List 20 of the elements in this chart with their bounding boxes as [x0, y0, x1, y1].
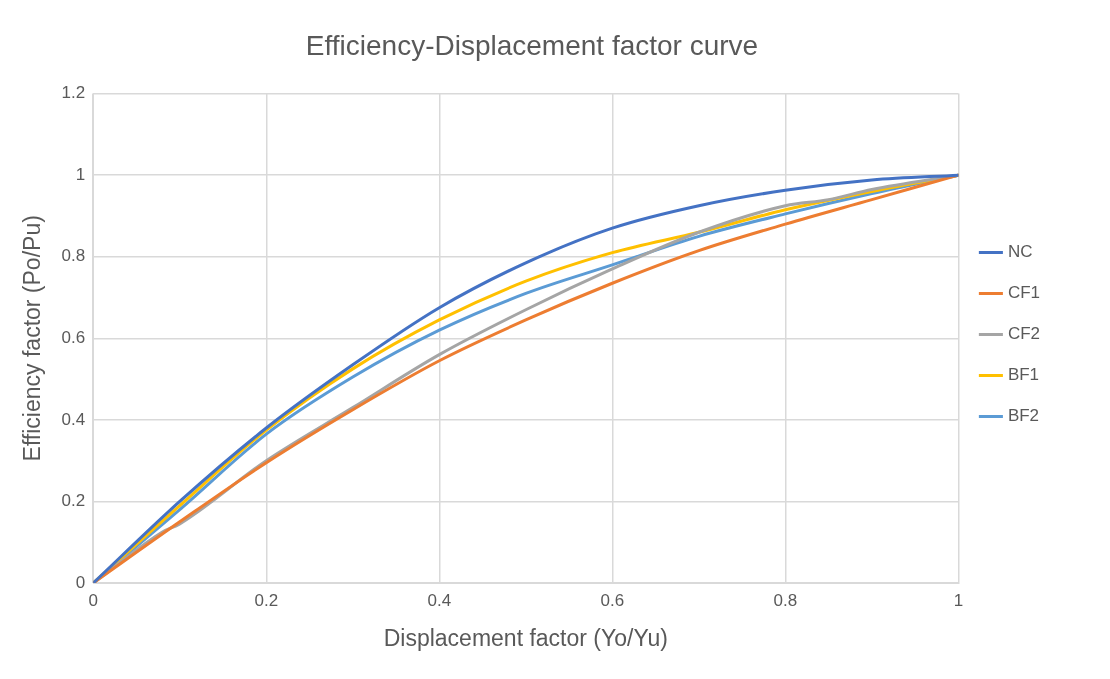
x-tick-label: 0.2: [254, 590, 279, 610]
legend-label: BF1: [1007, 365, 1040, 385]
y-tick-label: 0.6: [61, 327, 86, 347]
y-tick-label: 0.4: [61, 409, 86, 429]
x-tick-label: 0.8: [773, 590, 798, 610]
legend-label: CF2: [1007, 324, 1041, 344]
x-tick-label: 0.6: [600, 590, 625, 610]
y-axis-title: Efficiency factor (Po/Pu): [19, 215, 46, 462]
legend-label: CF1: [1007, 283, 1041, 303]
x-tick-label: 0.4: [427, 590, 452, 610]
chart-title: Efficiency-Displacement factor curve: [305, 29, 759, 61]
x-axis-title: Displacement factor (Yo/Yu): [383, 624, 668, 651]
y-tick-label: 0.2: [61, 491, 86, 511]
legend-label: NC: [1007, 242, 1033, 262]
y-tick-label: 0.8: [61, 246, 86, 266]
y-tick-label: 1.2: [61, 83, 86, 103]
y-tick-label: 1: [75, 164, 86, 184]
legend-label: BF2: [1007, 406, 1040, 426]
y-tick-label: 0: [75, 572, 86, 592]
x-tick-label: 1: [953, 590, 964, 610]
